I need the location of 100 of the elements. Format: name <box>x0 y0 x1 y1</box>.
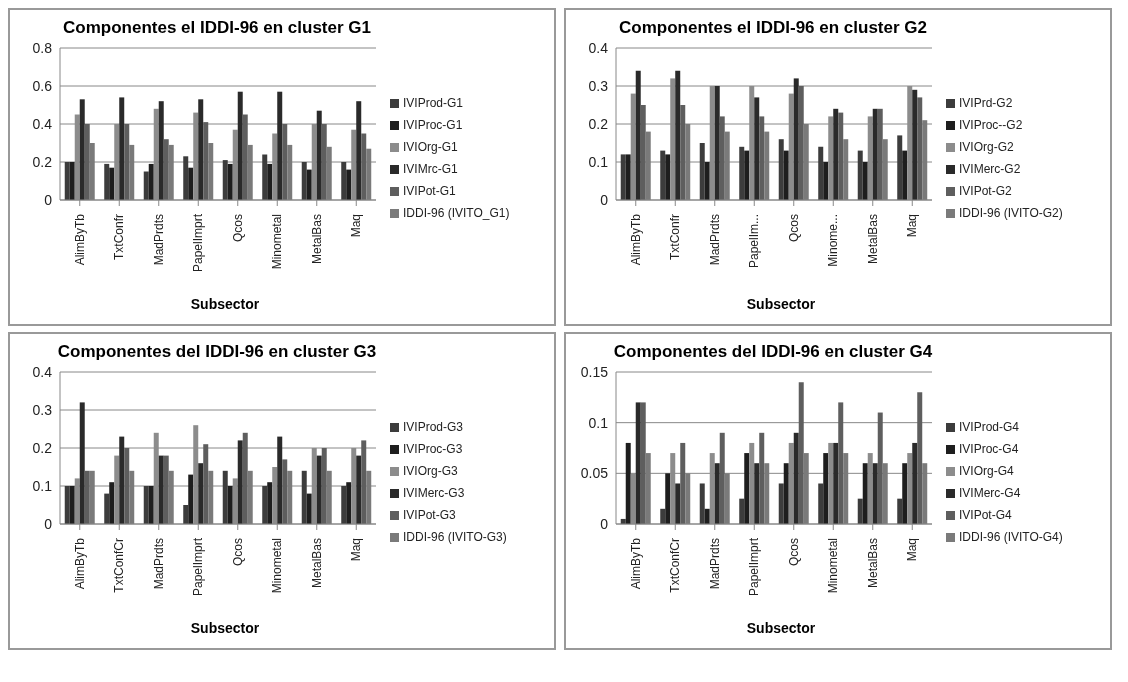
legend-label: IVIPot-G2 <box>959 184 1012 198</box>
legend-label: IVIPot-G1 <box>403 184 456 198</box>
bar <box>124 124 130 200</box>
bar <box>823 162 829 200</box>
legend-label: IVIProd-G4 <box>959 420 1020 434</box>
bar <box>163 139 169 200</box>
bar <box>361 440 367 524</box>
x-tick-label: Minometal <box>270 214 285 270</box>
bar <box>754 97 760 200</box>
bar <box>326 146 332 200</box>
bar <box>287 470 293 524</box>
bar <box>902 463 908 524</box>
bar <box>620 154 626 200</box>
x-axis-title: Subsector <box>745 620 817 636</box>
bar <box>227 163 233 200</box>
bar <box>64 162 70 200</box>
bar <box>857 150 863 200</box>
x-axis-title: Subsector <box>745 296 817 312</box>
bar <box>843 453 849 524</box>
bar <box>719 116 725 200</box>
bar <box>301 470 307 524</box>
bar <box>203 122 209 200</box>
x-tick-label: Maq <box>349 538 364 562</box>
x-tick-label: TxtConfCr <box>112 538 127 593</box>
bar <box>838 402 844 524</box>
bar <box>89 470 95 524</box>
x-tick-label: AlimByTb <box>628 537 643 590</box>
bar <box>704 508 710 524</box>
bar <box>640 105 646 200</box>
bar <box>704 162 710 200</box>
bar <box>366 470 372 524</box>
bar <box>326 470 332 524</box>
x-tick-label: TxtConfr <box>668 214 683 261</box>
y-tick-label: 0.3 <box>32 401 53 418</box>
bar <box>129 470 135 524</box>
bar <box>798 86 804 200</box>
bar <box>838 112 844 200</box>
bar <box>882 139 888 200</box>
x-tick-label: MadPrdts <box>707 538 722 590</box>
x-tick-label: MadPrdts <box>707 214 722 266</box>
bar <box>301 162 307 200</box>
bar <box>183 505 189 524</box>
bar <box>739 498 745 524</box>
x-tick-label: PapelImprt <box>191 213 206 273</box>
bar <box>685 124 691 200</box>
bar <box>744 453 750 524</box>
bar <box>287 144 293 200</box>
x-tick-label: PapelImprt <box>747 537 762 597</box>
bar <box>675 70 681 200</box>
bar <box>625 442 631 524</box>
chart-title: Componentes el IDDI-96 en cluster G1 <box>62 18 372 38</box>
bar <box>917 392 923 524</box>
bar <box>89 143 95 200</box>
bar <box>912 89 918 200</box>
x-tick-label: PapelImprt <box>191 537 206 597</box>
bar <box>764 131 770 200</box>
x-tick-label: AlimByTb <box>628 213 643 266</box>
bar <box>168 470 174 524</box>
x-tick-label: MadPrdts <box>151 538 166 590</box>
bar <box>316 110 322 200</box>
bar <box>242 114 248 200</box>
bar <box>833 442 839 524</box>
bar <box>242 432 248 524</box>
legend-label: IVIProd-G3 <box>403 420 464 434</box>
legend-label: IDDI-96 (IVITO-G3) <box>403 530 507 544</box>
bar <box>759 432 765 524</box>
bar <box>917 97 923 200</box>
bar <box>793 78 799 200</box>
bar <box>803 124 809 200</box>
y-tick-label: 0.2 <box>588 115 609 132</box>
bar <box>262 486 268 524</box>
y-tick-label: 0.4 <box>588 39 609 56</box>
bar <box>282 459 288 524</box>
bar <box>129 144 135 200</box>
x-tick-label: AlimByTb <box>72 213 87 266</box>
bar <box>346 482 352 524</box>
x-tick-label: PapelIm... <box>747 214 762 269</box>
x-axis-title: Subsector <box>189 620 261 636</box>
y-tick-label: 0.15 <box>580 363 609 380</box>
bar <box>759 116 765 200</box>
bar <box>109 482 115 524</box>
x-tick-label: MetalBas <box>309 214 324 265</box>
bar <box>198 463 204 524</box>
bar <box>897 498 903 524</box>
bar <box>198 99 204 200</box>
bar <box>818 146 824 200</box>
bar <box>719 432 725 524</box>
bar <box>872 108 878 200</box>
bar <box>262 154 268 200</box>
y-tick-label: 0.3 <box>588 77 609 94</box>
bar <box>625 154 631 200</box>
bar <box>764 463 770 524</box>
y-tick-label: 0 <box>44 515 53 532</box>
x-tick-label: Minome... <box>826 214 841 267</box>
bar <box>843 139 849 200</box>
bar <box>660 150 666 200</box>
bar <box>341 486 347 524</box>
legend-label: IVIMerc-G4 <box>959 486 1021 500</box>
bar <box>635 70 641 200</box>
legend-label: IVIProc-G4 <box>959 442 1019 456</box>
